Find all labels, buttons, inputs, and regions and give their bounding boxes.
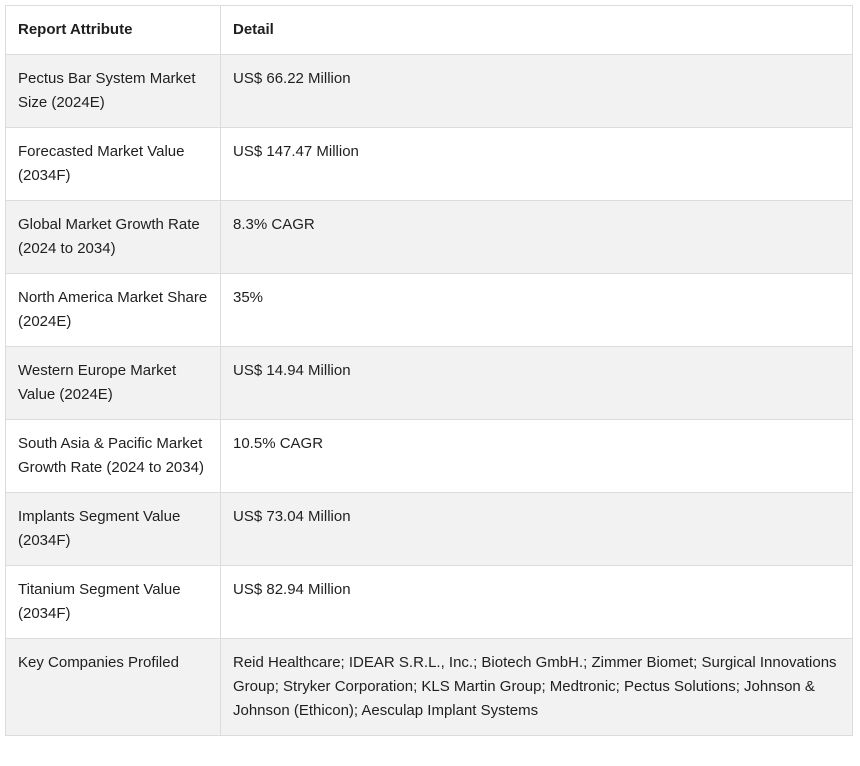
table-row: Titanium Segment Value (2034F) US$ 82.94… xyxy=(5,565,853,639)
detail-cell: 10.5% CAGR xyxy=(220,419,853,493)
table-row: Pectus Bar System Market Size (2024E) US… xyxy=(5,54,853,128)
table-header-row: Report Attribute Detail xyxy=(5,5,853,55)
detail-cell: US$ 14.94 Million xyxy=(220,346,853,420)
table-row: Implants Segment Value (2034F) US$ 73.04… xyxy=(5,492,853,566)
attribute-cell: Western Europe Market Value (2024E) xyxy=(5,346,221,420)
detail-cell: US$ 82.94 Million xyxy=(220,565,853,639)
detail-cell: 8.3% CAGR xyxy=(220,200,853,274)
header-report-attribute: Report Attribute xyxy=(5,5,221,55)
attribute-cell: Implants Segment Value (2034F) xyxy=(5,492,221,566)
attribute-cell: Key Companies Profiled xyxy=(5,638,221,736)
detail-cell: US$ 66.22 Million xyxy=(220,54,853,128)
attribute-cell: Forecasted Market Value (2034F) xyxy=(5,127,221,201)
report-attributes-table: Report Attribute Detail Pectus Bar Syste… xyxy=(5,5,853,736)
detail-cell: Reid Healthcare; IDEAR S.R.L., Inc.; Bio… xyxy=(220,638,853,736)
detail-cell: US$ 73.04 Million xyxy=(220,492,853,566)
table-row: Western Europe Market Value (2024E) US$ … xyxy=(5,346,853,420)
detail-cell: US$ 147.47 Million xyxy=(220,127,853,201)
table-row: North America Market Share (2024E) 35% xyxy=(5,273,853,347)
table-row: South Asia & Pacific Market Growth Rate … xyxy=(5,419,853,493)
report-table-container: Report Attribute Detail Pectus Bar Syste… xyxy=(5,5,853,736)
attribute-cell: Pectus Bar System Market Size (2024E) xyxy=(5,54,221,128)
detail-cell: 35% xyxy=(220,273,853,347)
attribute-cell: South Asia & Pacific Market Growth Rate … xyxy=(5,419,221,493)
header-detail: Detail xyxy=(220,5,853,55)
table-row: Key Companies Profiled Reid Healthcare; … xyxy=(5,638,853,736)
table-row: Forecasted Market Value (2034F) US$ 147.… xyxy=(5,127,853,201)
attribute-cell: Titanium Segment Value (2034F) xyxy=(5,565,221,639)
attribute-cell: Global Market Growth Rate (2024 to 2034) xyxy=(5,200,221,274)
table-row: Global Market Growth Rate (2024 to 2034)… xyxy=(5,200,853,274)
attribute-cell: North America Market Share (2024E) xyxy=(5,273,221,347)
